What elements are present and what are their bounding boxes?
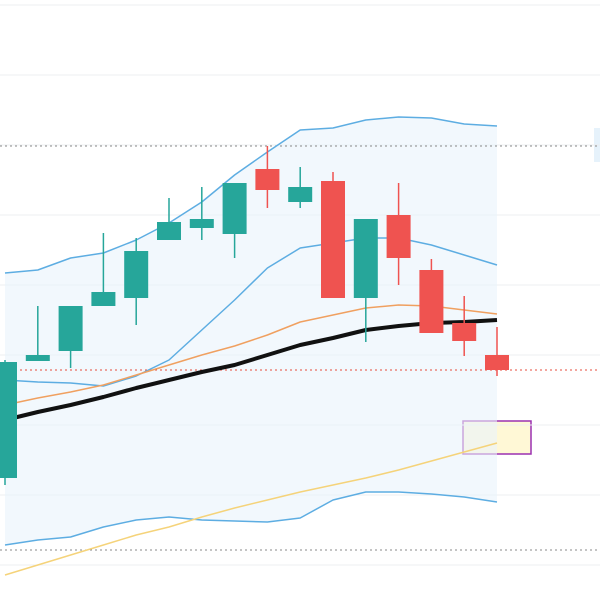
- candle-body: [288, 187, 313, 202]
- indicator-line: [4, 442, 498, 576]
- candle-body: [189, 219, 214, 228]
- indicator-line: [4, 491, 498, 546]
- candle-body: [485, 355, 509, 370]
- candle-body: [58, 306, 83, 351]
- candle-body: [321, 181, 345, 298]
- candle-body: [124, 251, 149, 298]
- indicator-line: [4, 116, 498, 274]
- candle-body: [452, 323, 477, 341]
- candle-body: [255, 169, 280, 190]
- candle-body: [419, 270, 444, 333]
- candle-body: [222, 183, 247, 234]
- indicator-line: [4, 318, 498, 422]
- candle-body: [353, 219, 378, 298]
- candle-body: [25, 355, 50, 361]
- candle-body: [157, 222, 181, 240]
- candle-body: [91, 292, 116, 306]
- candle-body: [0, 362, 17, 478]
- candle-body: [386, 215, 411, 258]
- indicator-line: [4, 304, 498, 406]
- indicator-line: [4, 237, 498, 387]
